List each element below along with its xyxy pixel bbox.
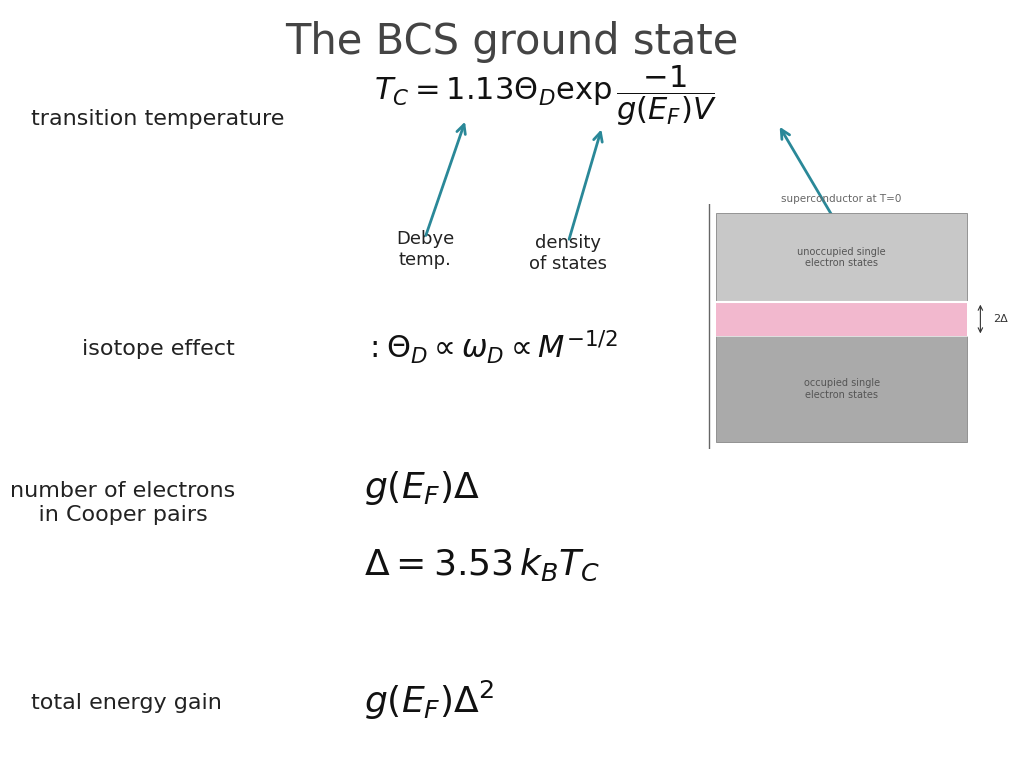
Text: el-ph
interaction
strength: el-ph interaction strength (801, 238, 899, 298)
Text: isotope effect: isotope effect (82, 339, 234, 359)
Text: $g(E_F)\Delta^2$: $g(E_F)\Delta^2$ (364, 679, 494, 722)
Bar (716, 214, 968, 302)
Text: occupied single
electron states: occupied single electron states (804, 379, 880, 400)
Text: $g(E_F)\Delta$: $g(E_F)\Delta$ (364, 468, 479, 507)
Text: unoccupied single
electron states: unoccupied single electron states (798, 247, 886, 268)
Text: Debye
temp.: Debye temp. (396, 230, 454, 270)
Text: superconductor at T=0: superconductor at T=0 (781, 194, 902, 204)
Text: $\Delta = 3.53\,k_B T_C$: $\Delta = 3.53\,k_B T_C$ (364, 546, 600, 583)
Bar (716, 302, 968, 336)
Text: transition temperature: transition temperature (31, 109, 284, 129)
Bar (716, 336, 968, 442)
Text: 2Δ: 2Δ (993, 314, 1008, 324)
Text: number of electrons
    in Cooper pairs: number of electrons in Cooper pairs (10, 482, 236, 525)
Text: $:\Theta_D \propto \omega_D \propto M^{-1/2}$: $:\Theta_D \propto \omega_D \propto M^{-… (364, 329, 617, 366)
Text: total energy gain: total energy gain (31, 693, 221, 713)
Text: The BCS ground state: The BCS ground state (286, 22, 738, 63)
Text: density
of states: density of states (529, 234, 607, 273)
Text: $T_C = 1.13\Theta_D \exp \dfrac{-1}{g(E_F)V}$: $T_C = 1.13\Theta_D \exp \dfrac{-1}{g(E_… (374, 64, 717, 128)
